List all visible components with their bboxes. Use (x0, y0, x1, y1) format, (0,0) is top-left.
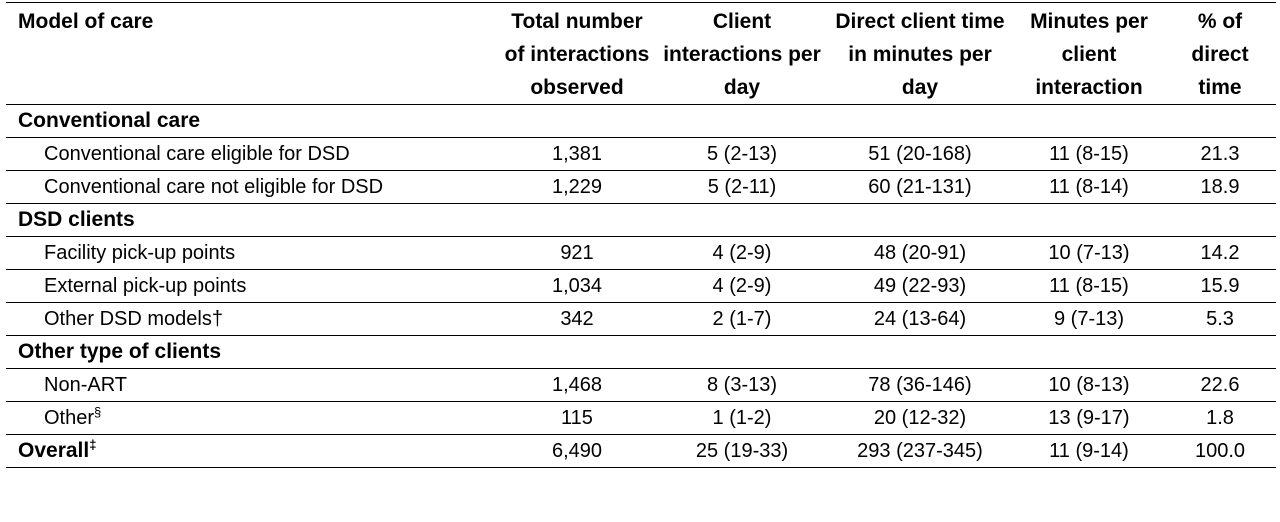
table-row: Conventional care eligible for DSD 1,381… (6, 138, 1276, 171)
cell-per-day: 8 (3-13) (706, 373, 778, 396)
cell-per-day: 5 (2-13) (706, 142, 778, 165)
footnote-mark: † (211, 307, 223, 330)
cell-total: 921 (560, 241, 594, 264)
cell-percent: 5.3 (1206, 307, 1234, 330)
cell-direct-time: 60 (21-131) (868, 175, 972, 198)
header-model-of-care: Model of care (18, 10, 154, 33)
table-body: Conventional care Conventional care elig… (6, 105, 1276, 468)
table-row: Other§ 115 1 (1-2) 20 (12-32) 13 (9-17) … (6, 402, 1276, 435)
cell-minutes: 10 (7-13) (1048, 241, 1130, 264)
group-label: DSD clients (18, 208, 135, 231)
footnote-mark: ‡ (89, 437, 97, 452)
row-label: Non-ART (6, 369, 496, 402)
cell-total: 342 (560, 307, 594, 330)
row-label: Conventional care not eligible for DSD (6, 171, 496, 204)
cell-total: 1,229 (551, 175, 603, 198)
header-interactions-per-day: Client interactions per day (663, 10, 821, 99)
group-row: Other type of clients (6, 336, 1276, 369)
row-label-text: Conventional care not eligible for DSD (44, 175, 384, 198)
group-row: Conventional care (6, 105, 1276, 138)
cell-minutes: 11 (8-15) (1049, 142, 1129, 165)
header-minutes-per-interaction: Minutes per client interaction (1030, 10, 1148, 99)
row-label: Facility pick-up points (6, 237, 496, 270)
cell-direct-time: 293 (237-345) (857, 439, 983, 462)
cell-percent: 22.6 (1200, 373, 1240, 396)
cell-minutes: 11 (8-14) (1049, 175, 1129, 198)
cell-minutes: 11 (9-14) (1049, 439, 1129, 462)
row-label: Conventional care eligible for DSD (6, 138, 496, 171)
row-label-text: External pick-up points (44, 274, 247, 297)
cell-direct-time: 24 (13-64) (873, 307, 967, 330)
cell-total: 1,034 (551, 274, 603, 297)
table-row: Other DSD models† 342 2 (1-7) 24 (13-64)… (6, 303, 1276, 336)
cell-percent: 21.3 (1200, 142, 1240, 165)
cell-per-day: 2 (1-7) (712, 307, 772, 330)
group-label: Conventional care (18, 109, 201, 132)
cell-total: 6,490 (551, 439, 603, 462)
cell-percent: 15.9 (1200, 274, 1240, 297)
footnote-mark: § (94, 403, 102, 419)
care-model-table: Model of care Total number of interactio… (6, 2, 1276, 468)
cell-per-day: 4 (2-9) (712, 241, 772, 264)
header-row: Model of care Total number of interactio… (6, 2, 1276, 105)
cell-percent: 100.0 (1194, 439, 1246, 462)
table-row: Non-ART 1,468 8 (3-13) 78 (36-146) 10 (8… (6, 369, 1276, 402)
overall-label: Overall‡ (6, 435, 496, 468)
cell-per-day: 4 (2-9) (712, 274, 772, 297)
cell-minutes: 9 (7-13) (1053, 307, 1125, 330)
group-label: Other type of clients (18, 340, 222, 363)
row-label: External pick-up points (6, 270, 496, 303)
cell-per-day: 1 (1-2) (712, 406, 772, 429)
cell-direct-time: 51 (20-168) (868, 142, 972, 165)
row-label-text: Facility pick-up points (44, 241, 236, 264)
group-row: DSD clients (6, 204, 1276, 237)
cell-direct-time: 49 (22-93) (873, 274, 967, 297)
row-label: Other§ (6, 402, 496, 435)
row-label-text: Conventional care eligible for DSD (44, 142, 350, 165)
cell-percent: 1.8 (1206, 406, 1234, 429)
overall-label-text: Overall (18, 439, 90, 462)
table-header: Model of care Total number of interactio… (6, 2, 1276, 105)
overall-row: Overall‡ 6,490 25 (19-33) 293 (237-345) … (6, 435, 1276, 468)
table-row: Facility pick-up points 921 4 (2-9) 48 (… (6, 237, 1276, 270)
table-row: External pick-up points 1,034 4 (2-9) 49… (6, 270, 1276, 303)
cell-minutes: 13 (9-17) (1048, 406, 1130, 429)
table-row: Conventional care not eligible for DSD 1… (6, 171, 1276, 204)
cell-direct-time: 20 (12-32) (873, 406, 967, 429)
row-label-text: Other DSD models (44, 307, 212, 330)
row-label-text: Other (44, 406, 95, 429)
cell-total: 115 (561, 406, 593, 429)
cell-per-day: 25 (19-33) (695, 439, 789, 462)
row-label-text: Non-ART (44, 373, 127, 396)
cell-percent: 14.2 (1200, 241, 1240, 264)
cell-direct-time: 78 (36-146) (868, 373, 972, 396)
header-percent-direct-time: % of direct time (1191, 10, 1249, 99)
cell-minutes: 11 (8-15) (1049, 274, 1129, 297)
cell-direct-time: 48 (20-91) (873, 241, 967, 264)
cell-total: 1,468 (551, 373, 603, 396)
header-direct-time-per-day: Direct client time in minutes per day (835, 10, 1005, 99)
header-total-interactions: Total number of interactions observed (504, 10, 650, 99)
cell-total: 1,381 (551, 142, 603, 165)
row-label: Other DSD models† (6, 303, 496, 336)
cell-percent: 18.9 (1200, 175, 1240, 198)
cell-minutes: 10 (8-13) (1048, 373, 1130, 396)
cell-per-day: 5 (2-11) (707, 175, 777, 198)
